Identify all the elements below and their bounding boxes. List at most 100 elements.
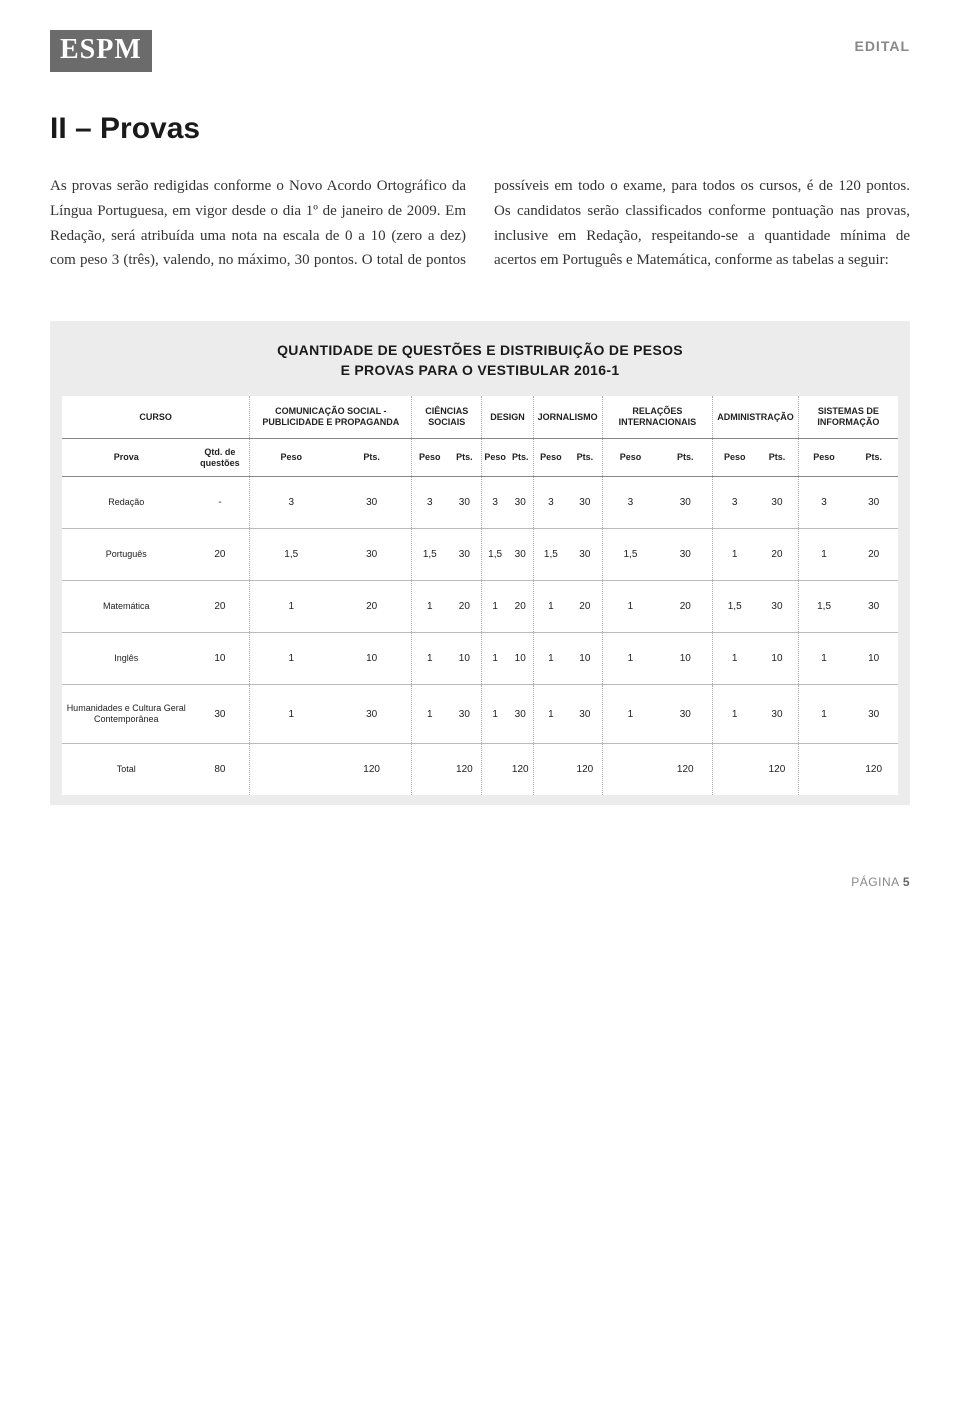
cell bbox=[602, 743, 658, 795]
cell: 20 bbox=[849, 529, 898, 581]
row-qtd: 20 bbox=[190, 529, 249, 581]
col-curso-0: COMUNICAÇÃO SOCIAL - PUBLICIDADE E PROPA… bbox=[250, 396, 412, 438]
cell bbox=[482, 743, 508, 795]
logo-espm: ESPM bbox=[50, 30, 152, 72]
sub-pts-1: Pts. bbox=[447, 438, 482, 477]
cell: 1 bbox=[250, 633, 332, 685]
col-curso-6: SISTEMAS DE INFORMAÇÃO bbox=[798, 396, 898, 438]
row-label: Português bbox=[62, 529, 190, 581]
cell: 1 bbox=[482, 633, 508, 685]
col-curso-1: CIÊNCIAS SOCIAIS bbox=[412, 396, 482, 438]
cell: 10 bbox=[447, 633, 482, 685]
cell: 1 bbox=[602, 581, 658, 633]
cell: 120 bbox=[849, 743, 898, 795]
cell bbox=[798, 743, 849, 795]
sub-peso-4: Peso bbox=[602, 438, 658, 477]
cell: 1 bbox=[798, 633, 849, 685]
table-row: Humanidades e Cultura Geral Contemporâne… bbox=[62, 685, 898, 744]
cell: 120 bbox=[568, 743, 602, 795]
cell: 20 bbox=[447, 581, 482, 633]
cell: 3 bbox=[250, 477, 332, 529]
cell: 30 bbox=[756, 581, 798, 633]
cell: 30 bbox=[849, 685, 898, 744]
cell: 1 bbox=[533, 685, 568, 744]
cell: 1 bbox=[602, 685, 658, 744]
cell: 1,5 bbox=[482, 529, 508, 581]
table-row: Português201,5301,5301,5301,5301,5301201… bbox=[62, 529, 898, 581]
cell: 30 bbox=[447, 529, 482, 581]
cell: 30 bbox=[332, 685, 412, 744]
cell: 120 bbox=[332, 743, 412, 795]
table-row: Inglês10110110110110110110110 bbox=[62, 633, 898, 685]
sub-peso-1: Peso bbox=[412, 438, 448, 477]
cell: 120 bbox=[658, 743, 712, 795]
cell: 1 bbox=[533, 581, 568, 633]
row-label: Humanidades e Cultura Geral Contemporâne… bbox=[62, 685, 190, 744]
sub-pts-5: Pts. bbox=[756, 438, 798, 477]
cell: 30 bbox=[332, 477, 412, 529]
sub-peso-6: Peso bbox=[798, 438, 849, 477]
cell: 1,5 bbox=[602, 529, 658, 581]
cell: 30 bbox=[447, 477, 482, 529]
cell: 1,5 bbox=[533, 529, 568, 581]
col-curso-2: DESIGN bbox=[482, 396, 533, 438]
cell: 120 bbox=[508, 743, 533, 795]
cell: 30 bbox=[849, 581, 898, 633]
cell: 30 bbox=[568, 529, 602, 581]
cell: 3 bbox=[713, 477, 756, 529]
cell: 10 bbox=[756, 633, 798, 685]
table-head: CURSO COMUNICAÇÃO SOCIAL - PUBLICIDADE E… bbox=[62, 396, 898, 477]
cell: 10 bbox=[568, 633, 602, 685]
cell: 3 bbox=[602, 477, 658, 529]
table-row: Total80 120 120 120 120 120 120 120 bbox=[62, 743, 898, 795]
cell: 1 bbox=[412, 633, 448, 685]
cell: 1 bbox=[713, 633, 756, 685]
cell: 30 bbox=[658, 529, 712, 581]
cell: 3 bbox=[412, 477, 448, 529]
cell: 30 bbox=[849, 477, 898, 529]
col-curso-5: ADMINISTRAÇÃO bbox=[713, 396, 799, 438]
row-qtd: - bbox=[190, 477, 249, 529]
cell: 30 bbox=[508, 685, 533, 744]
cell: 120 bbox=[756, 743, 798, 795]
cell: 10 bbox=[508, 633, 533, 685]
cell: 1,5 bbox=[713, 581, 756, 633]
grades-table: CURSO COMUNICAÇÃO SOCIAL - PUBLICIDADE E… bbox=[62, 396, 898, 795]
sub-qtd: Qtd. de questões bbox=[190, 438, 249, 477]
table-title-line2: E PROVAS PARA O VESTIBULAR 2016-1 bbox=[341, 362, 620, 378]
sub-pts-2: Pts. bbox=[508, 438, 533, 477]
cell: 1 bbox=[533, 633, 568, 685]
table-body: Redação-330330330330330330330Português20… bbox=[62, 477, 898, 795]
row-qtd: 80 bbox=[190, 743, 249, 795]
cell: 30 bbox=[568, 477, 602, 529]
cell bbox=[412, 743, 448, 795]
table-title: QUANTIDADE DE QUESTÕES E DISTRIBUIÇÃO DE… bbox=[62, 341, 898, 380]
sub-prova: Prova bbox=[62, 438, 190, 477]
sub-pts-6: Pts. bbox=[849, 438, 898, 477]
cell: 10 bbox=[658, 633, 712, 685]
cell bbox=[713, 743, 756, 795]
cell: 30 bbox=[756, 477, 798, 529]
section-title: II – Provas bbox=[50, 112, 910, 146]
footer-page-label: PÁGINA bbox=[851, 875, 899, 889]
cell: 10 bbox=[332, 633, 412, 685]
sub-peso-0: Peso bbox=[250, 438, 332, 477]
cell: 120 bbox=[447, 743, 482, 795]
cell: 1 bbox=[412, 685, 448, 744]
table-row: Redação-330330330330330330330 bbox=[62, 477, 898, 529]
row-label: Total bbox=[62, 743, 190, 795]
cell: 20 bbox=[568, 581, 602, 633]
cell: 1 bbox=[412, 581, 448, 633]
cell bbox=[533, 743, 568, 795]
cell: 20 bbox=[508, 581, 533, 633]
cell: 1 bbox=[713, 529, 756, 581]
cell: 3 bbox=[482, 477, 508, 529]
cell: 20 bbox=[756, 529, 798, 581]
cell: 30 bbox=[447, 685, 482, 744]
page-footer: PÁGINA 5 bbox=[50, 875, 910, 889]
sub-peso-3: Peso bbox=[533, 438, 568, 477]
edital-label: EDITAL bbox=[854, 38, 910, 54]
cell: 1 bbox=[482, 685, 508, 744]
col-curso-3: JORNALISMO bbox=[533, 396, 602, 438]
cell: 1 bbox=[713, 685, 756, 744]
